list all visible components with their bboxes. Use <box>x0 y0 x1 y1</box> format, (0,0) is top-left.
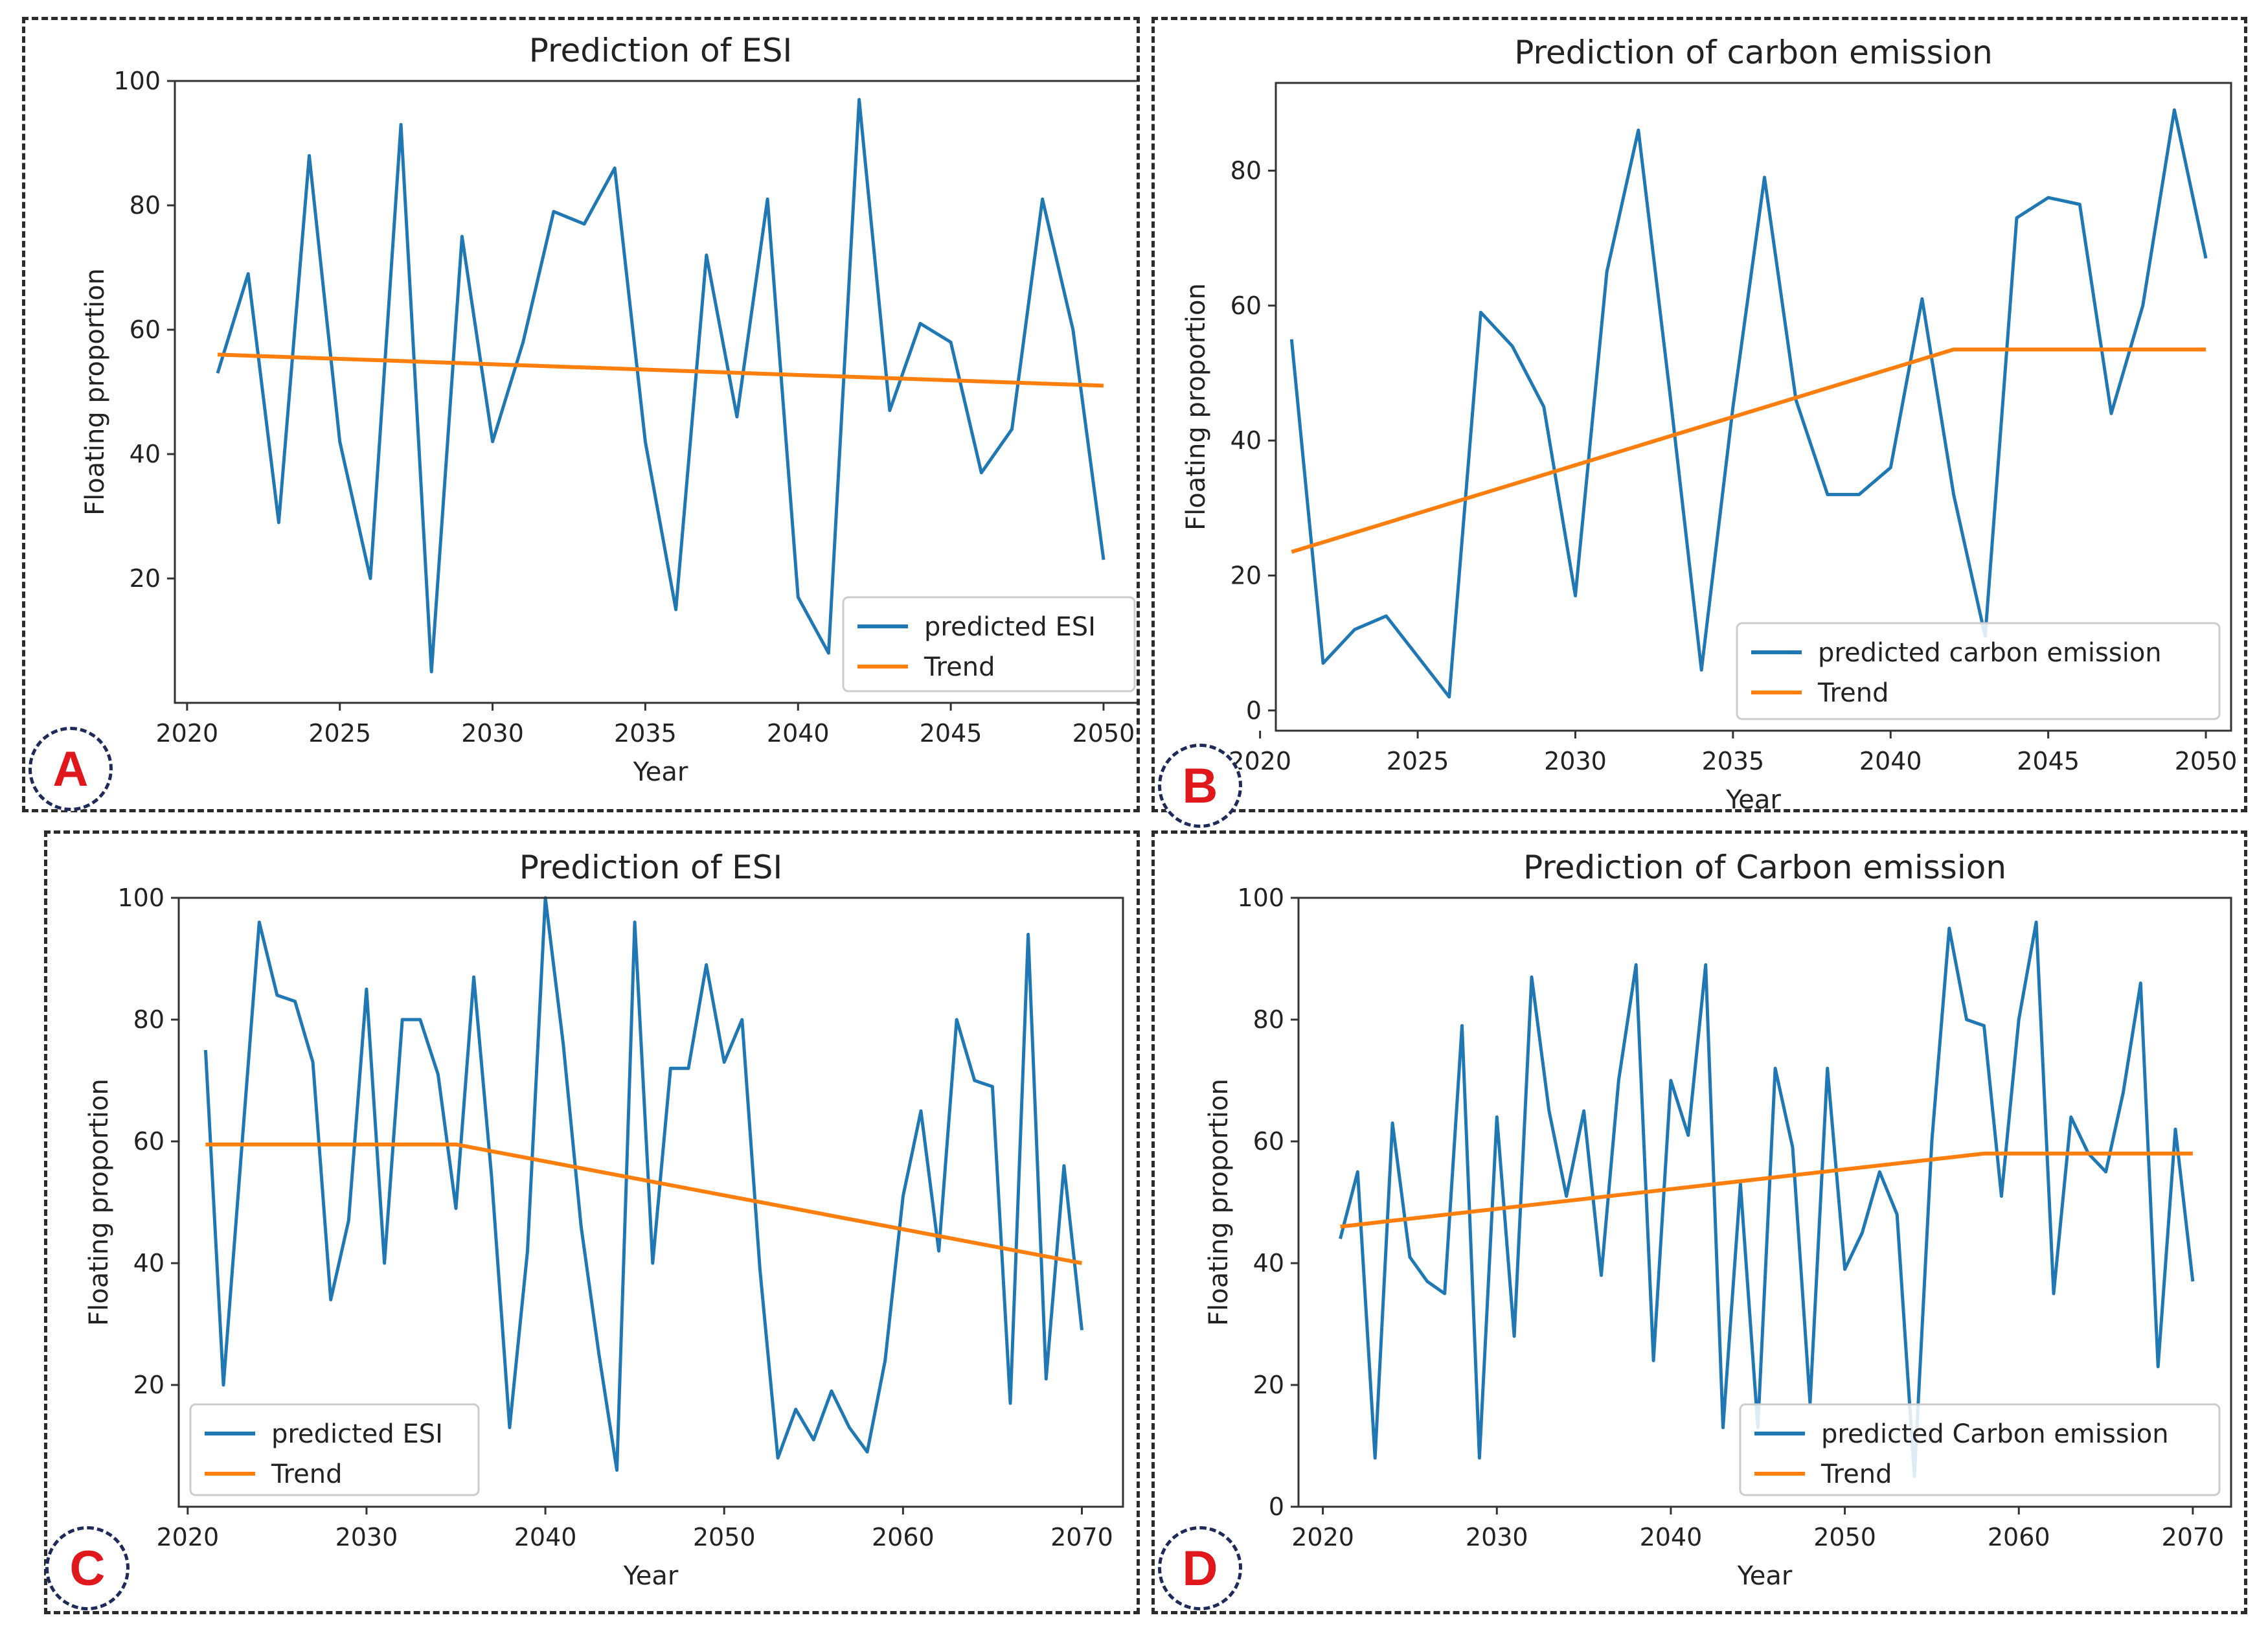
panel-frame-a <box>22 17 1140 812</box>
x-axis-label: Year <box>1737 1561 1793 1591</box>
legend-label: Trend <box>1817 678 1888 708</box>
predicted-series-line <box>1289 108 2208 699</box>
x-tick-label: 2025 <box>1387 747 1449 775</box>
x-tick-label: 2060 <box>1988 1523 2050 1551</box>
legend-box <box>1736 622 2221 720</box>
x-tick-label: 2060 <box>872 1523 935 1551</box>
x-tick-label: 2035 <box>1701 747 1764 775</box>
legend-label: Trend <box>1820 1459 1892 1489</box>
y-tick-label: 80 <box>130 191 161 220</box>
y-tick-label: 20 <box>130 564 161 593</box>
legend-label: predicted carbon emission <box>1818 638 2162 668</box>
y-tick-label: 60 <box>1253 1127 1284 1156</box>
trend-line <box>1340 1151 2193 1229</box>
y-tick-label: 20 <box>1253 1371 1284 1399</box>
plot-area-frame <box>1275 82 2232 732</box>
y-tick-label: 60 <box>133 1127 164 1156</box>
x-tick-label: 2040 <box>514 1523 577 1551</box>
predicted-series-line <box>1339 920 2195 1478</box>
x-tick-label: 2050 <box>693 1523 756 1551</box>
chart-title: Prediction of ESI <box>519 849 782 886</box>
x-tick-label: 2040 <box>1640 1523 1703 1551</box>
legend-box <box>842 596 1136 692</box>
x-tick-label: 2030 <box>461 719 524 748</box>
y-tick-label: 40 <box>133 1249 164 1277</box>
plot-area-frame <box>177 897 1124 1508</box>
x-tick-label: 2020 <box>156 719 219 748</box>
x-tick-label: 2025 <box>308 719 371 748</box>
y-tick-label: 100 <box>113 67 161 95</box>
x-axis-label: Year <box>633 757 688 787</box>
chart-title: Prediction of Carbon emission <box>1523 849 2006 886</box>
y-axis-label: Floating proportion <box>1181 283 1211 531</box>
y-tick-label: 40 <box>1230 426 1262 455</box>
legend-label: Trend <box>271 1459 342 1489</box>
y-tick-label: 60 <box>130 315 161 344</box>
y-tick-label: 80 <box>1230 156 1262 185</box>
y-axis-label: Floating proportion <box>1204 1079 1234 1326</box>
y-tick-label: 20 <box>1230 561 1262 589</box>
chart-title: Prediction of carbon emission <box>1514 34 1993 71</box>
legend-label: predicted ESI <box>924 612 1096 642</box>
plot-area-frame <box>174 80 1137 704</box>
panel-label-a: A <box>28 727 113 811</box>
x-tick-label: 2070 <box>1050 1523 1113 1551</box>
panel-frame-b <box>1151 17 2247 812</box>
x-tick-label: 2040 <box>767 719 830 748</box>
x-tick-label: 2045 <box>920 719 982 748</box>
y-tick-label: 100 <box>1237 884 1284 912</box>
panel-frame-c <box>44 830 1140 1614</box>
trend-line <box>217 352 1104 388</box>
chart-title: Prediction of ESI <box>529 32 792 69</box>
y-tick-label: 100 <box>117 884 164 912</box>
x-tick-label: 2030 <box>1544 747 1607 775</box>
panel-frame-d <box>1151 830 2247 1614</box>
x-tick-label: 2070 <box>2162 1523 2225 1551</box>
y-tick-label: 40 <box>130 440 161 468</box>
panel-label-c: C <box>45 1526 130 1610</box>
legend-label: predicted ESI <box>271 1419 443 1449</box>
y-tick-label: 0 <box>1246 696 1262 725</box>
y-tick-label: 60 <box>1230 292 1262 320</box>
x-tick-label: 2030 <box>1466 1523 1528 1551</box>
y-tick-label: 0 <box>1269 1492 1284 1521</box>
x-tick-label: 2035 <box>614 719 677 748</box>
legend-box <box>189 1403 480 1496</box>
x-tick-label: 2045 <box>2017 747 2080 775</box>
y-tick-label: 40 <box>1253 1249 1284 1277</box>
x-tick-label: 2020 <box>1291 1523 1354 1551</box>
trend-line <box>205 1142 1083 1265</box>
y-axis-label: Floating proportion <box>80 268 110 516</box>
x-tick-label: 2050 <box>1813 1523 1876 1551</box>
legend-label: Trend <box>924 652 995 682</box>
panel-label-d: D <box>1158 1526 1242 1610</box>
y-tick-label: 80 <box>1253 1005 1284 1034</box>
x-tick-label: 2050 <box>1072 719 1135 748</box>
x-axis-label: Year <box>623 1561 679 1591</box>
plot-area-frame <box>1297 897 2232 1508</box>
y-tick-label: 80 <box>133 1005 164 1034</box>
predicted-series-line <box>216 98 1106 674</box>
x-tick-label: 2020 <box>156 1523 219 1551</box>
trend-line <box>1291 347 2206 554</box>
x-tick-label: 2050 <box>2175 747 2238 775</box>
x-axis-label: Year <box>1725 785 1781 810</box>
y-axis-label: Floating proportion <box>84 1079 114 1326</box>
panel-label-b: B <box>1158 744 1242 828</box>
predicted-series-line <box>203 896 1083 1472</box>
legend-box <box>1739 1403 2221 1496</box>
y-tick-label: 20 <box>133 1371 164 1399</box>
x-tick-label: 2040 <box>1859 747 1922 775</box>
legend-label: predicted Carbon emission <box>1821 1419 2169 1449</box>
x-tick-label: 2030 <box>335 1523 398 1551</box>
